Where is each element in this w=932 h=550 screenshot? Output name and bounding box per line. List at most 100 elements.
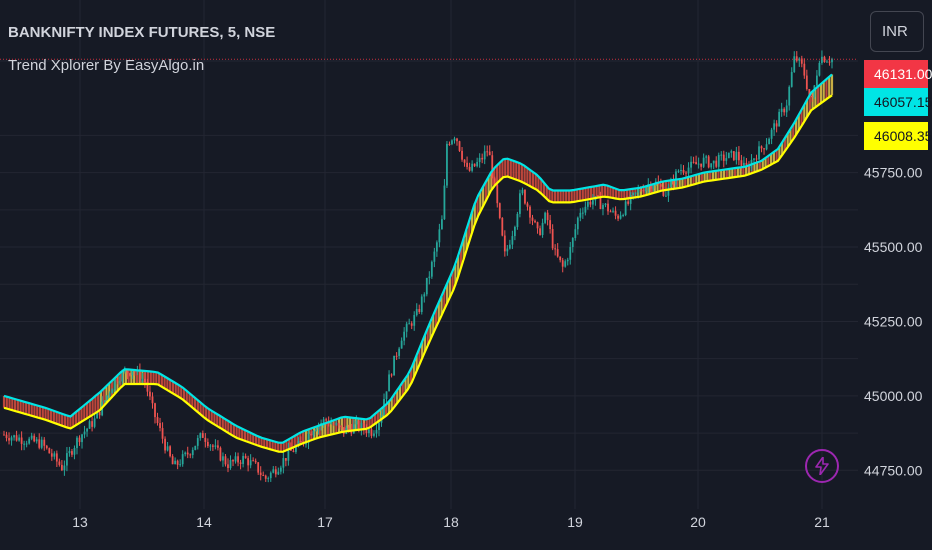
candle-body <box>541 222 544 235</box>
candle-body <box>680 169 682 171</box>
candle-body <box>727 152 730 159</box>
candle-body <box>773 123 776 130</box>
candle-body <box>740 160 743 166</box>
candle-body <box>48 448 51 454</box>
candle-body <box>269 472 272 479</box>
candle-body <box>564 261 567 267</box>
candle-body <box>355 420 358 425</box>
candle-body <box>373 433 375 436</box>
candle-body <box>282 458 285 468</box>
candle-body <box>712 160 715 164</box>
candle-body <box>441 219 443 230</box>
x-tick-label: 17 <box>317 514 333 530</box>
candle-body <box>677 170 680 172</box>
candle-body <box>103 400 106 402</box>
candle-body <box>8 438 10 441</box>
y-tick-label: 45000.00 <box>864 388 923 404</box>
candle-body <box>745 162 748 165</box>
candle-body <box>599 196 602 210</box>
candle-body <box>725 158 728 161</box>
candle-body <box>141 378 144 381</box>
candle-body <box>592 200 594 205</box>
candle-body <box>778 111 781 127</box>
lightning-icon <box>815 457 829 475</box>
candle-body <box>609 211 612 213</box>
candle-body <box>274 469 277 475</box>
candle-body <box>403 331 406 341</box>
candle-body <box>43 439 46 446</box>
candle-body <box>91 421 93 427</box>
candle-body <box>612 210 614 212</box>
candle-body <box>68 451 71 454</box>
candle-body <box>458 141 461 151</box>
candle-body <box>584 206 587 213</box>
candle-body <box>45 445 48 449</box>
candle-body <box>722 154 725 161</box>
candle-body <box>498 203 501 218</box>
candle-body <box>425 277 428 295</box>
candle-body <box>413 315 416 326</box>
candle-body <box>483 151 486 160</box>
candle-body <box>126 370 129 374</box>
candle-body <box>30 435 33 439</box>
time-axis[interactable]: 13 14 17 18 19 20 21 <box>72 514 830 530</box>
candle-body <box>667 186 670 196</box>
candle-body <box>191 449 194 455</box>
indicator-label[interactable]: Trend Xplorer By EasyAlgo.in <box>8 57 205 74</box>
candle-body <box>408 323 411 325</box>
candle-body <box>106 395 109 401</box>
candle-body <box>176 460 179 465</box>
candle-body <box>83 431 86 435</box>
candle-body <box>385 391 388 400</box>
replay-button[interactable] <box>805 449 839 483</box>
candle-body <box>169 446 172 457</box>
candle-body <box>496 184 499 204</box>
candle-body <box>672 180 675 185</box>
candle-body <box>151 396 154 404</box>
candle-body <box>813 85 816 98</box>
candle-body <box>368 429 370 434</box>
candle-body <box>237 456 239 463</box>
candle-body <box>179 464 182 466</box>
candle-body <box>76 437 78 449</box>
candle-body <box>536 222 539 229</box>
candle-body <box>539 228 541 235</box>
candle-body <box>189 454 192 456</box>
candle-body <box>823 56 826 63</box>
candle-body <box>624 201 627 215</box>
candle-body <box>821 56 823 63</box>
y-tick-label: 45500.00 <box>864 239 923 255</box>
candle-body <box>312 431 315 436</box>
candle-body <box>232 460 234 462</box>
candle-body <box>370 429 373 436</box>
candle-body <box>508 244 511 249</box>
x-tick-label: 13 <box>72 514 88 530</box>
candle-body <box>15 435 18 441</box>
candle-body <box>768 138 770 145</box>
candle-body <box>770 129 773 139</box>
candle-body <box>284 458 287 461</box>
candle-body <box>795 56 798 61</box>
candle-body <box>277 471 280 475</box>
symbol-title: BANKNIFTY INDEX FUTURES, 5, NSE <box>8 24 276 41</box>
candle-body <box>826 61 828 63</box>
candle-body <box>670 180 672 187</box>
price-label-text: 46131.00 <box>874 66 932 82</box>
candle-body <box>229 460 232 469</box>
candle-body <box>93 418 96 427</box>
currency-selector[interactable]: INR <box>870 11 924 52</box>
candle-body <box>20 437 23 444</box>
candle-body <box>144 378 146 383</box>
candle-body <box>149 391 151 397</box>
candle-body <box>418 309 421 312</box>
price-axis[interactable]: 45750.00 45500.00 45250.00 45000.00 44750.00 <box>864 165 923 479</box>
candle-body <box>234 456 237 462</box>
candle-body <box>793 56 796 73</box>
candle-body <box>123 370 126 372</box>
currency-label: INR <box>882 23 908 40</box>
candle-body <box>118 381 121 383</box>
candle-body <box>365 429 368 434</box>
candle-body <box>463 159 466 163</box>
candle-body <box>737 151 740 161</box>
